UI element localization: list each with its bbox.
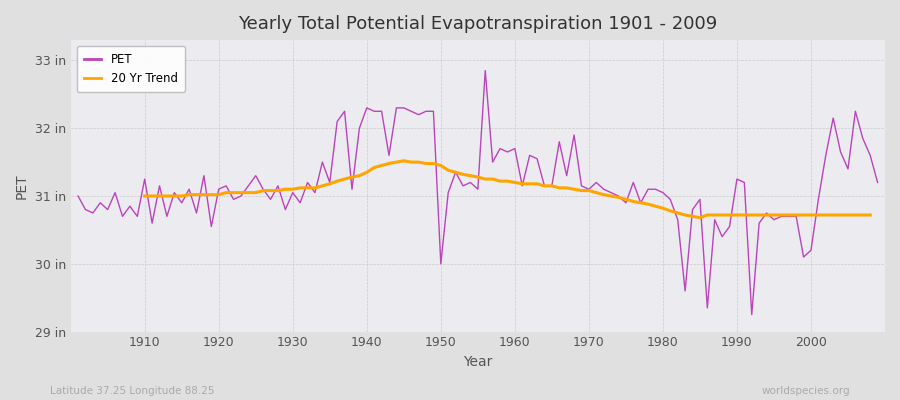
PET — [872, 180, 883, 185]
Line: 20 Yr Trend: 20 Yr Trend — [145, 161, 870, 218]
20 Yr Trend — [865, 212, 876, 217]
PET — [746, 312, 757, 317]
PET — [517, 184, 527, 188]
Line: PET: PET — [78, 71, 878, 315]
Legend: PET, 20 Yr Trend: PET, 20 Yr Trend — [76, 46, 184, 92]
Title: Yearly Total Potential Evapotranspiration 1901 - 2009: Yearly Total Potential Evapotranspiratio… — [238, 15, 717, 33]
Text: Latitude 37.25 Longitude 88.25: Latitude 37.25 Longitude 88.25 — [50, 386, 214, 396]
20 Yr Trend — [399, 158, 410, 163]
PET — [480, 68, 491, 73]
Text: worldspecies.org: worldspecies.org — [762, 386, 850, 396]
PET — [132, 214, 143, 219]
20 Yr Trend — [695, 215, 706, 220]
20 Yr Trend — [140, 194, 150, 198]
X-axis label: Year: Year — [464, 355, 492, 369]
PET — [295, 200, 306, 205]
20 Yr Trend — [509, 180, 520, 185]
20 Yr Trend — [532, 182, 543, 186]
20 Yr Trend — [310, 186, 320, 190]
20 Yr Trend — [362, 170, 373, 175]
20 Yr Trend — [724, 212, 735, 217]
20 Yr Trend — [332, 179, 343, 184]
PET — [73, 194, 84, 198]
Y-axis label: PET: PET — [15, 173, 29, 199]
PET — [339, 109, 350, 114]
PET — [606, 190, 616, 195]
PET — [509, 146, 520, 151]
